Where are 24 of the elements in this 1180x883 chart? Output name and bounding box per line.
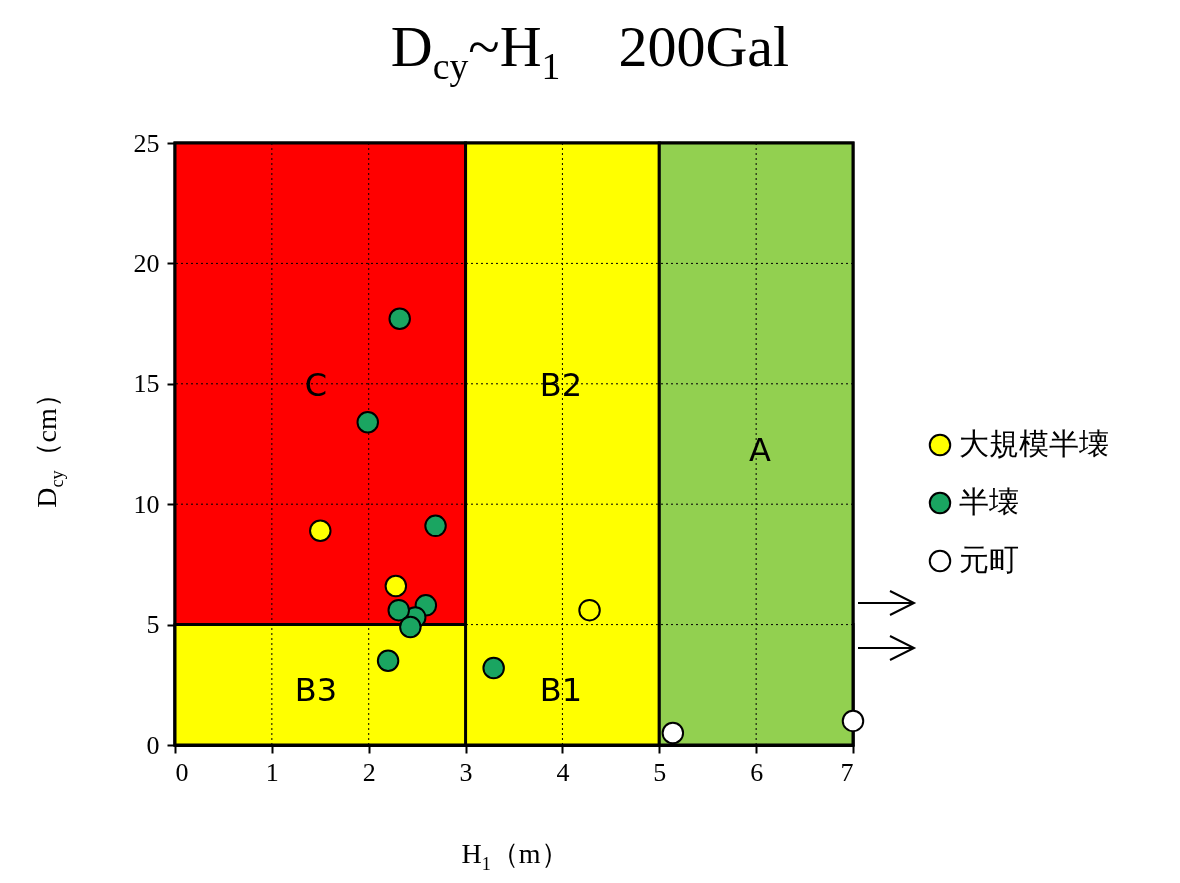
x-tick-label: 5 bbox=[653, 757, 667, 787]
chart-title: D$_{cy}$~H$_{1}$ 200Gal bbox=[390, 14, 790, 87]
annotation: C bbox=[304, 366, 328, 404]
x-tick-label: 1 bbox=[265, 757, 279, 787]
x-tick-label: 6 bbox=[750, 757, 764, 787]
x-tick-label: 7 bbox=[840, 757, 854, 787]
x-tick-label: 0 bbox=[175, 757, 189, 787]
legend-label: 大規模半壊 bbox=[959, 426, 1109, 461]
y-tick-label: 0 bbox=[146, 730, 160, 760]
x-tick-label: 4 bbox=[556, 757, 570, 787]
y-tick-label: 25 bbox=[133, 128, 160, 158]
x-tick-label: 2 bbox=[362, 757, 376, 787]
x-tick-label: 3 bbox=[459, 757, 473, 787]
x-axis-title: H$_{1}$（m） bbox=[460, 837, 570, 875]
y-tick-label: 10 bbox=[133, 489, 160, 519]
annotation: B2 bbox=[539, 366, 583, 404]
y-tick-label: 15 bbox=[133, 369, 160, 399]
annotation: B3 bbox=[294, 671, 338, 709]
annotation: B1 bbox=[539, 671, 583, 709]
legend-label: 半壊 bbox=[959, 484, 1019, 519]
y-tick-label: 5 bbox=[146, 610, 160, 640]
legend-label: 元町 bbox=[959, 542, 1019, 577]
y-tick-label: 20 bbox=[133, 248, 160, 278]
annotation: A bbox=[749, 431, 771, 469]
